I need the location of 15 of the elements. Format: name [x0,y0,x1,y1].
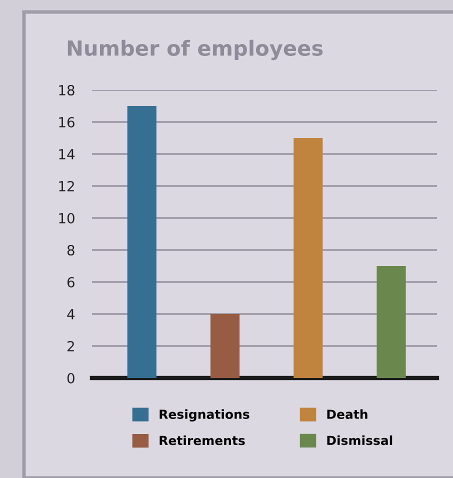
legend-label: Retirements [160,436,245,446]
y-tick-label: 6 [67,276,74,288]
legend-label: Death [327,409,368,419]
y-tick-label: 18 [59,84,74,96]
y-tick-label: 4 [67,309,75,320]
y-tick-label: 8 [67,244,74,256]
y-tick-label: 2 [68,340,74,352]
chart-title: Number of employees [68,40,323,60]
legend-label: Resignations [160,409,250,422]
y-tick-label: 12 [59,180,74,192]
y-tick-label: 10 [59,212,74,224]
y-tick-label: 14 [59,149,75,160]
legend-label: Dismissal [327,435,392,446]
y-tick-label: 0 [67,372,74,384]
y-tick-label: 16 [59,116,74,128]
